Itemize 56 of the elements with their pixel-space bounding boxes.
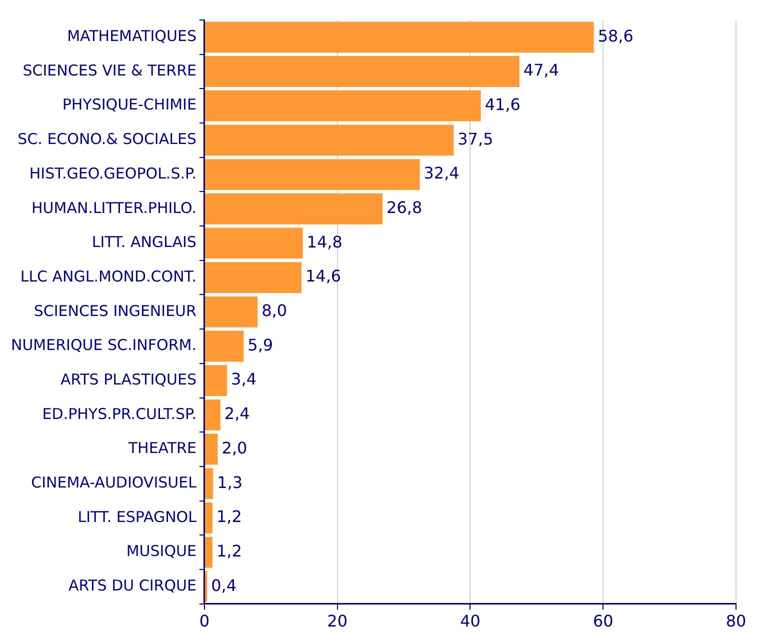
x-tick-label: 0 <box>199 612 210 631</box>
data-label: 2,0 <box>222 438 248 458</box>
data-label: 1,2 <box>216 507 242 526</box>
data-label: 14,6 <box>305 266 342 286</box>
bar <box>204 193 383 224</box>
y-tick-label: THEATRE <box>127 439 196 458</box>
y-tick-label: MATHEMATIQUES <box>67 27 196 46</box>
y-tick-label: PHYSIQUE-CHIMIE <box>62 96 196 114</box>
x-tick-label: 60 <box>592 612 614 631</box>
y-tick-label: LLC ANGL.MOND.CONT. <box>20 267 196 286</box>
data-label: 14,8 <box>306 232 342 252</box>
data-label: 1,2 <box>216 541 242 560</box>
y-tick-label: ARTS DU CIRQUE <box>68 576 196 595</box>
y-tick-label: LITT. ANGLAIS <box>92 233 196 252</box>
y-tick-label: MUSIQUE <box>126 542 196 560</box>
data-label: 3,4 <box>231 370 257 389</box>
y-tick-label: ED.PHYS.PR.CULT.SP. <box>42 404 196 423</box>
data-label: 26,8 <box>386 198 422 218</box>
x-tick-label: 40 <box>460 612 480 631</box>
bar <box>204 56 520 87</box>
data-label: 32,4 <box>424 164 460 183</box>
bar <box>204 468 214 500</box>
y-tick-label: LITT. ESPAGNOL <box>78 508 198 526</box>
data-label: 58,6 <box>598 26 634 46</box>
bar <box>204 296 258 328</box>
bar <box>204 22 594 53</box>
y-tick-label: CINEMA-AUDIOVISUEL <box>31 473 198 492</box>
bar <box>204 365 228 396</box>
y-tick-label: SCIENCES INGENIEUR <box>34 302 196 320</box>
y-tick-label: HIST.GEO.GEOPOL.S.P. <box>29 164 196 182</box>
bar <box>204 330 244 362</box>
bar <box>204 228 303 259</box>
bar <box>204 399 220 430</box>
data-label: 37,5 <box>458 129 494 148</box>
bar <box>204 159 420 190</box>
data-label: 5,9 <box>248 335 274 354</box>
bar <box>204 502 212 534</box>
data-label: 0,4 <box>211 576 237 595</box>
y-tick-label: NUMERIQUE SC.INFORM. <box>10 336 196 354</box>
bar <box>204 90 481 122</box>
y-tick-label: HUMAN.LITTER.PHILO. <box>32 198 196 217</box>
data-label: 2,4 <box>224 404 250 424</box>
y-tick-label: SC. ECONO.& SOCIALES <box>18 130 196 148</box>
x-tick-label: 20 <box>327 612 348 631</box>
x-tick-label: 80 <box>726 612 746 631</box>
y-tick-label: ARTS PLASTIQUES <box>60 370 196 388</box>
data-label: 8,0 <box>262 301 288 320</box>
bar <box>204 536 212 568</box>
data-label: 1,3 <box>217 472 243 492</box>
bar <box>204 262 302 294</box>
bar <box>204 434 218 465</box>
data-label: 41,6 <box>484 95 520 114</box>
bar <box>204 571 208 602</box>
y-tick-label: SCIENCES VIE & TERRE <box>22 61 196 80</box>
bar <box>204 124 454 156</box>
data-label: 47,4 <box>523 60 560 80</box>
